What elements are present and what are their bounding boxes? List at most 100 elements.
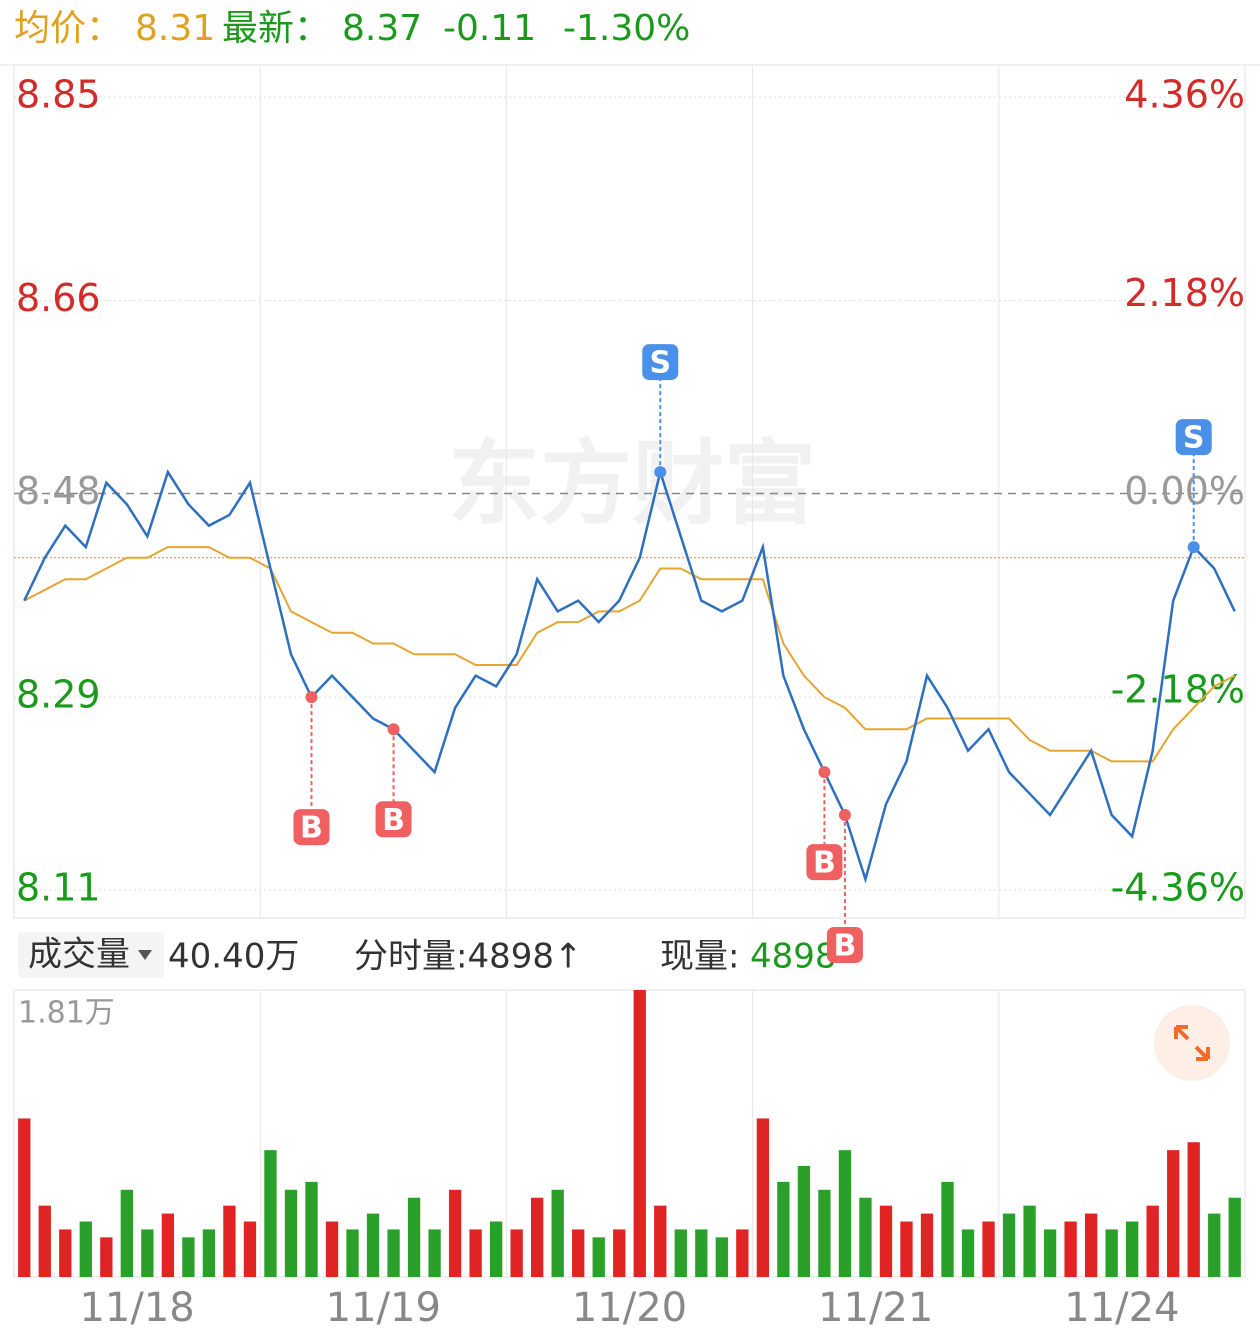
expand-button[interactable] bbox=[1154, 1005, 1230, 1081]
volume-bar bbox=[797, 1166, 811, 1277]
y2-tick-label: -2.18% bbox=[1111, 667, 1245, 711]
marker-dot bbox=[818, 766, 831, 779]
volume-bar bbox=[469, 1229, 482, 1277]
current-label: 现量: bbox=[660, 937, 739, 977]
marker-dot bbox=[1187, 541, 1200, 554]
volume-bar bbox=[325, 1221, 339, 1277]
change: -0.11 bbox=[443, 8, 536, 49]
x-tick-label: 11/19 bbox=[326, 1285, 441, 1331]
y-tick-label: 8.11 bbox=[16, 866, 101, 910]
volume-bar bbox=[243, 1221, 257, 1277]
volume-bar bbox=[756, 1118, 770, 1277]
volume-bar bbox=[428, 1229, 441, 1277]
volume-bar bbox=[79, 1221, 92, 1277]
volume-bar bbox=[592, 1237, 605, 1277]
volume-bar bbox=[818, 1189, 831, 1277]
volume-bar bbox=[531, 1197, 544, 1277]
period-volume: 分时量:4898↑ bbox=[354, 937, 582, 977]
volume-bar bbox=[1126, 1221, 1139, 1277]
volume-bar bbox=[777, 1181, 790, 1277]
volume-bar bbox=[1146, 1205, 1159, 1277]
chart-layer: 8.85 8.66 8.48 8.29 8.11 4.36% 2.18% 0.00% -2.18… bbox=[14, 65, 1245, 1331]
change-pct: -1.30% bbox=[563, 8, 690, 49]
volume-bar bbox=[120, 1189, 133, 1277]
volume-bar bbox=[1064, 1221, 1077, 1277]
volume-bar bbox=[18, 1118, 31, 1277]
volume-bar bbox=[1167, 1150, 1180, 1277]
volume-bar bbox=[1002, 1213, 1016, 1277]
x-tick-label: 11/20 bbox=[572, 1285, 687, 1331]
volume-tick-label: 1.81万 bbox=[18, 996, 115, 1031]
volume-bar bbox=[613, 1229, 626, 1277]
marker-dot bbox=[654, 466, 667, 479]
volume-bar bbox=[182, 1237, 195, 1277]
y-tick-label: 8.85 bbox=[16, 73, 101, 117]
price-line bbox=[23, 546, 1236, 763]
y2-tick-label: 2.18% bbox=[1124, 271, 1245, 315]
volume-bar bbox=[387, 1229, 400, 1277]
volume-bar bbox=[448, 1189, 462, 1277]
volume-bar bbox=[141, 1229, 154, 1277]
avg-label: 均价： bbox=[14, 8, 122, 49]
volume-bar bbox=[695, 1229, 708, 1277]
price-line bbox=[23, 467, 1236, 884]
volume-bar bbox=[407, 1197, 421, 1277]
volume-bar bbox=[715, 1237, 728, 1277]
marker-label: S bbox=[649, 346, 671, 381]
marker-dot bbox=[838, 808, 851, 821]
y2-tick-label: 0.00% bbox=[1124, 469, 1245, 513]
x-tick-label: 11/18 bbox=[79, 1285, 194, 1331]
volume-bar bbox=[982, 1221, 995, 1277]
marker-dot bbox=[305, 691, 318, 704]
volume-bar bbox=[1187, 1142, 1200, 1277]
volume-bar bbox=[366, 1213, 380, 1277]
current-value: 4898 bbox=[750, 937, 837, 977]
volume-bar bbox=[489, 1221, 503, 1277]
marker-badge bbox=[806, 844, 843, 881]
watermark: 东方财富 bbox=[448, 430, 816, 537]
volume-bar bbox=[1043, 1229, 1057, 1277]
volume-bar bbox=[572, 1229, 585, 1277]
latest-value: 8.37 bbox=[342, 8, 422, 49]
y-tick-label: 8.29 bbox=[16, 673, 101, 717]
volume-bar bbox=[859, 1197, 872, 1277]
volume-bar bbox=[1084, 1213, 1098, 1277]
volume-bar bbox=[961, 1229, 975, 1277]
marker-badge bbox=[1175, 419, 1212, 456]
expand-icon[interactable] bbox=[1174, 1025, 1210, 1061]
volume-frame bbox=[13, 989, 1246, 1278]
volume-bar bbox=[305, 1181, 318, 1277]
volume-bar bbox=[264, 1150, 277, 1277]
volume-bar bbox=[284, 1189, 298, 1277]
volume-bar bbox=[59, 1229, 72, 1277]
volume-bar bbox=[161, 1213, 175, 1277]
volume-bar bbox=[551, 1189, 564, 1277]
y2-tick-label: 4.36% bbox=[1124, 73, 1245, 117]
dropdown-arrow[interactable] bbox=[138, 950, 152, 960]
volume-bar bbox=[654, 1205, 667, 1277]
volume-bar bbox=[941, 1181, 954, 1277]
x-tick-label: 11/21 bbox=[818, 1285, 933, 1331]
volume-bar bbox=[674, 1229, 687, 1277]
volume-bar bbox=[736, 1229, 749, 1277]
volume-bar bbox=[100, 1237, 113, 1277]
volume-bar bbox=[202, 1229, 216, 1277]
marker-badge bbox=[293, 809, 330, 846]
marker-label: B bbox=[382, 803, 405, 838]
marker-badge bbox=[375, 801, 412, 838]
x-tick-label: 11/24 bbox=[1064, 1285, 1179, 1331]
volume-bar bbox=[879, 1205, 893, 1277]
y2-tick-label: -4.36% bbox=[1111, 866, 1245, 910]
marker-dot bbox=[387, 723, 400, 736]
volume-bar bbox=[900, 1221, 913, 1277]
volume-title[interactable]: 成交量 bbox=[28, 935, 130, 975]
volume-bar bbox=[510, 1229, 523, 1277]
volume-bar bbox=[838, 1150, 852, 1277]
latest-label: 最新： bbox=[222, 8, 330, 49]
volume-selector[interactable] bbox=[18, 932, 164, 978]
volume-bar bbox=[1208, 1213, 1221, 1277]
y-tick-label: 8.66 bbox=[16, 276, 101, 320]
marker-badge bbox=[826, 926, 863, 963]
marker-label: B bbox=[813, 846, 836, 881]
